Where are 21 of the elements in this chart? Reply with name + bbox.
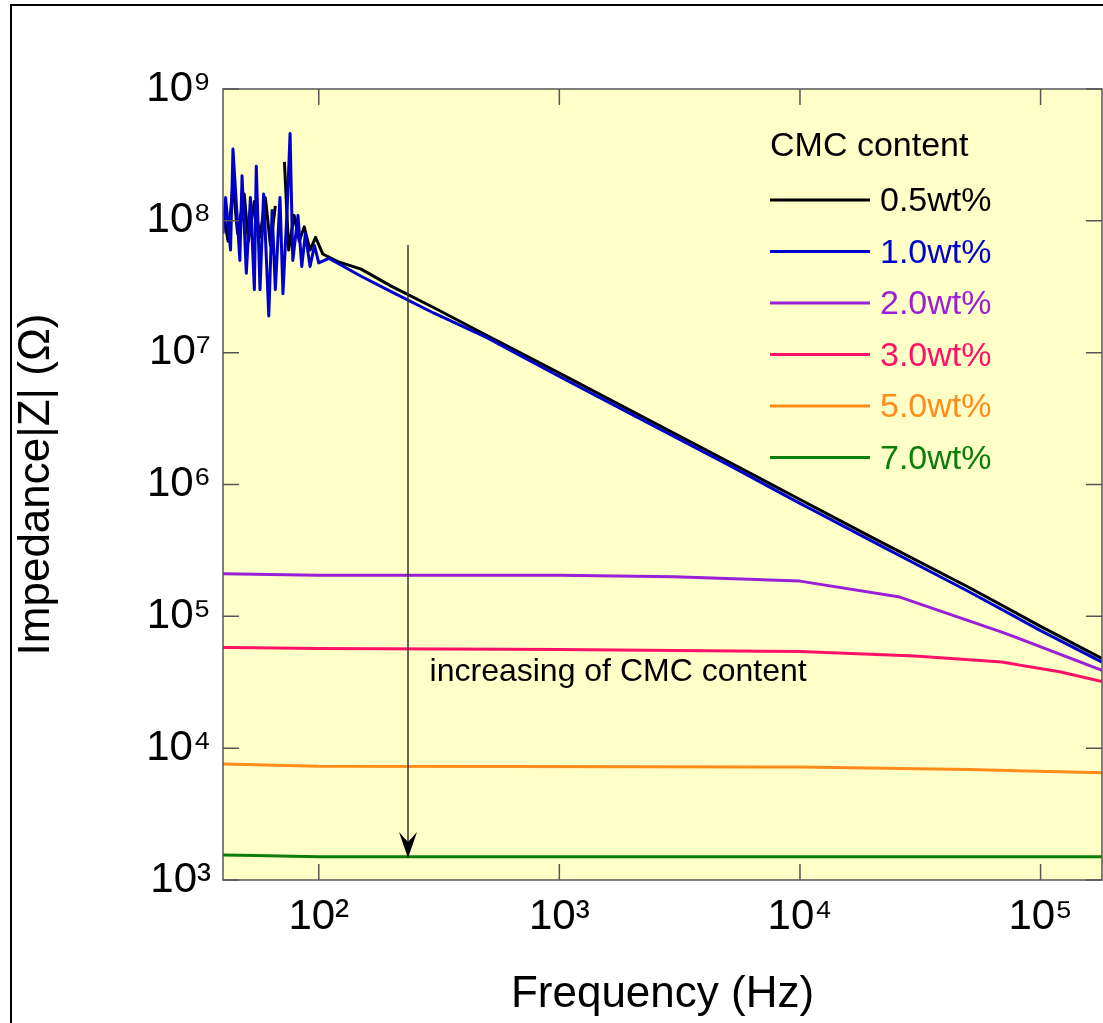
- y-tick-label: 10⁵: [146, 589, 211, 637]
- y-tick-label: 10³: [150, 853, 212, 901]
- y-tick-label: 10⁴: [146, 721, 211, 769]
- legend-label: 5.0wt%: [880, 386, 992, 425]
- y-tick-label: 10⁶: [146, 458, 211, 506]
- legend-label: 7.0wt%: [880, 437, 992, 476]
- x-tick-label: 10⁴: [767, 890, 833, 938]
- y-tick-label: 10⁸: [146, 194, 211, 242]
- legend-label: 2.0wt%: [880, 283, 992, 322]
- y-tick-label: 10⁹: [146, 62, 211, 110]
- legend-label: 0.5wt%: [880, 180, 992, 219]
- x-tick-label: 10²: [288, 890, 350, 938]
- y-axis-title: Impedance|Z| (Ω): [8, 313, 58, 656]
- x-axis-title: Frequency (Hz): [510, 966, 815, 1016]
- legend-label: 3.0wt%: [880, 334, 992, 373]
- legend-label: 1.0wt%: [880, 231, 992, 270]
- legend-title: CMC content: [770, 125, 969, 164]
- y-tick-label: 10⁷: [149, 326, 211, 374]
- annotation: increasing of CMC content: [429, 651, 807, 688]
- x-tick-label: 10⁵: [1008, 890, 1073, 938]
- x-tick-label: 10³: [529, 890, 590, 938]
